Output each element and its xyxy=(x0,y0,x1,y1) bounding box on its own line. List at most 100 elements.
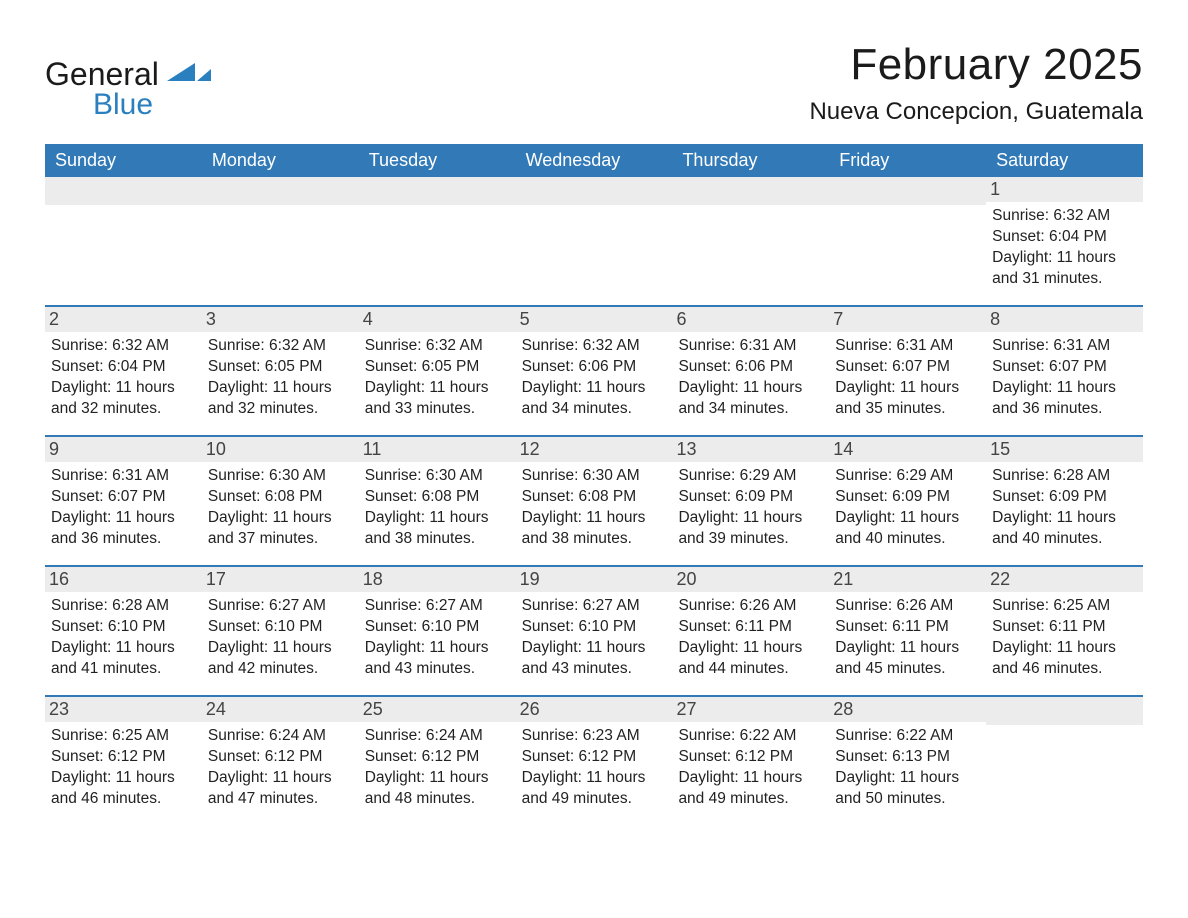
day-day1: Daylight: 11 hours xyxy=(992,378,1137,399)
day-sunrise: Sunrise: 6:27 AM xyxy=(365,596,510,617)
day-sunset: Sunset: 6:09 PM xyxy=(678,487,823,508)
day-day1: Daylight: 11 hours xyxy=(835,378,980,399)
day-number: 23 xyxy=(45,697,202,722)
weekday-tue: Tuesday xyxy=(359,144,516,177)
day-day1: Daylight: 11 hours xyxy=(522,638,667,659)
day-details: Sunrise: 6:26 AMSunset: 6:11 PMDaylight:… xyxy=(835,596,980,680)
day-details: Sunrise: 6:32 AMSunset: 6:06 PMDaylight:… xyxy=(522,336,667,420)
day-cell: 13Sunrise: 6:29 AMSunset: 6:09 PMDayligh… xyxy=(672,437,829,565)
weekday-header: Sunday Monday Tuesday Wednesday Thursday… xyxy=(45,144,1143,177)
day-day2: and 34 minutes. xyxy=(522,399,667,420)
day-day2: and 50 minutes. xyxy=(835,789,980,810)
day-number: 8 xyxy=(986,307,1143,332)
day-sunset: Sunset: 6:08 PM xyxy=(365,487,510,508)
day-details: Sunrise: 6:24 AMSunset: 6:12 PMDaylight:… xyxy=(365,726,510,810)
day-sunrise: Sunrise: 6:30 AM xyxy=(522,466,667,487)
day-number: 20 xyxy=(672,567,829,592)
title-block: February 2025 Nueva Concepcion, Guatemal… xyxy=(809,40,1143,126)
day-cell: 23Sunrise: 6:25 AMSunset: 6:12 PMDayligh… xyxy=(45,697,202,825)
day-number: 26 xyxy=(516,697,673,722)
day-sunset: Sunset: 6:04 PM xyxy=(51,357,196,378)
day-sunset: Sunset: 6:11 PM xyxy=(992,617,1137,638)
day-number: 2 xyxy=(45,307,202,332)
day-day2: and 38 minutes. xyxy=(365,529,510,550)
day-sunrise: Sunrise: 6:32 AM xyxy=(365,336,510,357)
day-day1: Daylight: 11 hours xyxy=(51,768,196,789)
day-sunset: Sunset: 6:07 PM xyxy=(51,487,196,508)
day-details: Sunrise: 6:32 AMSunset: 6:04 PMDaylight:… xyxy=(51,336,196,420)
day-details: Sunrise: 6:31 AMSunset: 6:07 PMDaylight:… xyxy=(51,466,196,550)
day-sunrise: Sunrise: 6:32 AM xyxy=(522,336,667,357)
day-sunrise: Sunrise: 6:32 AM xyxy=(51,336,196,357)
weekday-fri: Friday xyxy=(829,144,986,177)
day-sunrise: Sunrise: 6:22 AM xyxy=(835,726,980,747)
day-details: Sunrise: 6:29 AMSunset: 6:09 PMDaylight:… xyxy=(835,466,980,550)
day-sunrise: Sunrise: 6:28 AM xyxy=(51,596,196,617)
day-number: 13 xyxy=(672,437,829,462)
day-day2: and 32 minutes. xyxy=(208,399,353,420)
day-number xyxy=(202,177,359,205)
day-sunrise: Sunrise: 6:24 AM xyxy=(365,726,510,747)
day-day1: Daylight: 11 hours xyxy=(992,248,1137,269)
day-sunset: Sunset: 6:08 PM xyxy=(522,487,667,508)
day-details: Sunrise: 6:27 AMSunset: 6:10 PMDaylight:… xyxy=(208,596,353,680)
day-sunset: Sunset: 6:05 PM xyxy=(208,357,353,378)
day-number xyxy=(829,177,986,205)
brand-blue: Blue xyxy=(93,88,211,122)
day-sunset: Sunset: 6:07 PM xyxy=(835,357,980,378)
day-sunset: Sunset: 6:10 PM xyxy=(51,617,196,638)
day-sunrise: Sunrise: 6:32 AM xyxy=(992,206,1137,227)
day-details: Sunrise: 6:31 AMSunset: 6:06 PMDaylight:… xyxy=(678,336,823,420)
day-day1: Daylight: 11 hours xyxy=(208,378,353,399)
day-cell: 6Sunrise: 6:31 AMSunset: 6:06 PMDaylight… xyxy=(672,307,829,435)
day-number: 22 xyxy=(986,567,1143,592)
day-sunrise: Sunrise: 6:23 AM xyxy=(522,726,667,747)
day-day2: and 49 minutes. xyxy=(678,789,823,810)
day-number xyxy=(516,177,673,205)
day-cell: 19Sunrise: 6:27 AMSunset: 6:10 PMDayligh… xyxy=(516,567,673,695)
day-details: Sunrise: 6:30 AMSunset: 6:08 PMDaylight:… xyxy=(365,466,510,550)
weekday-mon: Monday xyxy=(202,144,359,177)
day-details: Sunrise: 6:22 AMSunset: 6:13 PMDaylight:… xyxy=(835,726,980,810)
day-number: 12 xyxy=(516,437,673,462)
day-day2: and 37 minutes. xyxy=(208,529,353,550)
day-day2: and 43 minutes. xyxy=(522,659,667,680)
day-sunset: Sunset: 6:11 PM xyxy=(678,617,823,638)
day-number: 27 xyxy=(672,697,829,722)
day-day2: and 40 minutes. xyxy=(992,529,1137,550)
day-number xyxy=(45,177,202,205)
day-sunrise: Sunrise: 6:24 AM xyxy=(208,726,353,747)
day-details: Sunrise: 6:32 AMSunset: 6:04 PMDaylight:… xyxy=(992,206,1137,290)
day-details: Sunrise: 6:24 AMSunset: 6:12 PMDaylight:… xyxy=(208,726,353,810)
day-cell: 3Sunrise: 6:32 AMSunset: 6:05 PMDaylight… xyxy=(202,307,359,435)
day-sunset: Sunset: 6:09 PM xyxy=(992,487,1137,508)
day-day2: and 42 minutes. xyxy=(208,659,353,680)
day-day2: and 40 minutes. xyxy=(835,529,980,550)
day-details: Sunrise: 6:23 AMSunset: 6:12 PMDaylight:… xyxy=(522,726,667,810)
day-day1: Daylight: 11 hours xyxy=(678,378,823,399)
day-number: 1 xyxy=(986,177,1143,202)
day-day1: Daylight: 11 hours xyxy=(992,638,1137,659)
day-sunrise: Sunrise: 6:26 AM xyxy=(678,596,823,617)
week-row: 1 Sunrise: 6:32 AMSunset: 6:04 PMDaylight… xyxy=(45,177,1143,305)
day-cell: 10Sunrise: 6:30 AMSunset: 6:08 PMDayligh… xyxy=(202,437,359,565)
day-cell: 27Sunrise: 6:22 AMSunset: 6:12 PMDayligh… xyxy=(672,697,829,825)
week-row: 9Sunrise: 6:31 AMSunset: 6:07 PMDaylight… xyxy=(45,435,1143,565)
day-cell xyxy=(45,177,202,305)
day-sunrise: Sunrise: 6:30 AM xyxy=(208,466,353,487)
day-day1: Daylight: 11 hours xyxy=(678,768,823,789)
day-day1: Daylight: 11 hours xyxy=(208,638,353,659)
day-sunset: Sunset: 6:12 PM xyxy=(522,747,667,768)
day-day1: Daylight: 11 hours xyxy=(835,638,980,659)
day-number: 24 xyxy=(202,697,359,722)
day-day2: and 31 minutes. xyxy=(992,269,1137,290)
day-details: Sunrise: 6:25 AMSunset: 6:11 PMDaylight:… xyxy=(992,596,1137,680)
day-day2: and 41 minutes. xyxy=(51,659,196,680)
day-day2: and 46 minutes. xyxy=(51,789,196,810)
weekday-sun: Sunday xyxy=(45,144,202,177)
day-details: Sunrise: 6:32 AMSunset: 6:05 PMDaylight:… xyxy=(365,336,510,420)
day-day2: and 46 minutes. xyxy=(992,659,1137,680)
day-details: Sunrise: 6:28 AMSunset: 6:10 PMDaylight:… xyxy=(51,596,196,680)
day-sunrise: Sunrise: 6:29 AM xyxy=(835,466,980,487)
day-details: Sunrise: 6:28 AMSunset: 6:09 PMDaylight:… xyxy=(992,466,1137,550)
